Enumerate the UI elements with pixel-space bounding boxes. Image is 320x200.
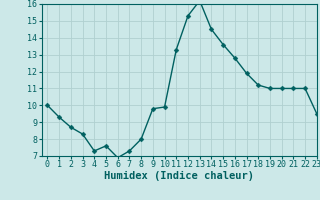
X-axis label: Humidex (Indice chaleur): Humidex (Indice chaleur)	[104, 171, 254, 181]
